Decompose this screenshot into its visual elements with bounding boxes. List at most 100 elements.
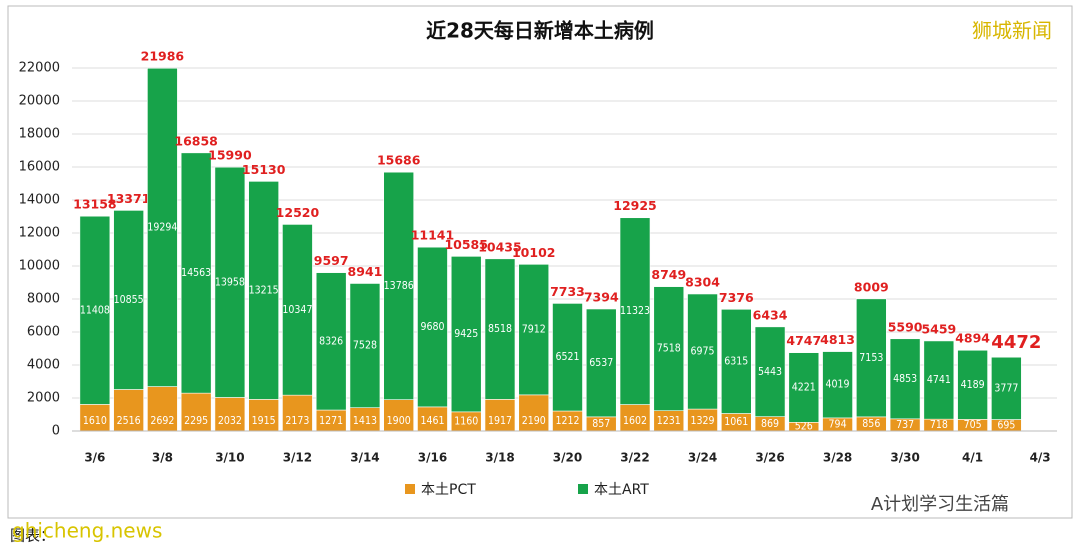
data-label: 856 [862,418,880,430]
total-label: 8941 [348,264,383,279]
y-tick-label: 0 [52,424,60,439]
watermark: A计划学习生活篇 [871,494,1009,515]
total-label: 8009 [854,279,889,294]
y-tick-label: 12000 [19,226,60,241]
data-label: 1160 [454,415,478,427]
x-tick-label: 4/3 [1030,451,1051,465]
data-label: 1602 [623,415,647,427]
bar-segment [282,394,313,432]
x-tick-label: 3/28 [823,451,852,465]
data-label: 705 [964,419,982,431]
bar-segment [856,298,887,418]
data-label: 2032 [218,415,242,427]
data-label: 1461 [420,415,444,427]
x-tick-label: 3/18 [485,451,514,465]
bar-segment [113,210,144,390]
watermark: ghicheng.news [12,519,162,543]
data-label: 4221 [792,381,816,393]
total-label: 21986 [141,49,185,64]
data-label: 1061 [724,416,748,428]
x-tick-label: 3/22 [620,451,649,465]
total-label: 15130 [242,162,286,177]
data-label: 4019 [826,379,850,391]
total-label: 15686 [377,153,421,168]
data-label: 14563 [181,267,211,279]
data-label: 869 [761,418,779,430]
y-tick-label: 8000 [27,292,60,307]
data-label: 1915 [252,415,276,427]
bar-segment [754,326,786,417]
bar-segment [214,397,246,432]
data-label: 13786 [384,280,414,292]
data-label: 13215 [249,284,279,296]
data-label: 2190 [522,415,546,427]
total-label: 8749 [651,267,686,282]
data-label: 7153 [859,352,883,364]
bar-segment [788,352,820,423]
total-label: 13158 [73,197,117,212]
data-label: 6315 [724,355,748,367]
data-label: 11408 [80,304,110,316]
caption: 图表： [10,527,55,545]
data-label: 1212 [555,415,579,427]
bar-segment [720,308,752,414]
data-label: 11323 [620,305,650,317]
x-tick-label: 3/16 [418,451,447,465]
data-label: 9425 [454,328,478,340]
data-label: 857 [592,418,610,430]
bar-segment [383,399,415,432]
data-label: 4853 [893,373,917,385]
bar-segment [687,293,718,410]
x-tick-label: 3/6 [84,451,105,465]
data-label: 794 [829,418,847,430]
y-tick-label: 2000 [27,391,60,406]
bar-segment [822,351,853,419]
total-label: 13371 [107,191,151,206]
data-label: 1413 [353,415,377,427]
bar-segment [180,392,212,432]
y-tick-label: 6000 [27,325,60,340]
total-label: 11141 [411,228,455,243]
y-tick-label: 14000 [19,193,60,208]
data-label: 1329 [691,415,715,427]
legend-label: 本土PCT [421,482,476,498]
bar-segment [248,181,279,400]
data-label: 13958 [215,276,245,288]
bar-segment [417,246,448,408]
data-label: 1610 [83,415,107,427]
data-label: 2295 [184,415,208,427]
bar-segment [147,67,178,387]
total-label: 10585 [444,237,488,252]
data-label: 19294 [147,221,177,233]
y-tick-label: 22000 [19,61,60,76]
bar-segment [923,340,955,420]
data-label: 10347 [282,304,312,316]
bar-segment [282,224,313,396]
bar-segment [315,272,347,411]
total-label: 9597 [314,253,349,268]
total-label: 10102 [512,245,556,260]
data-label: 6537 [589,357,613,369]
data-label: 4189 [961,379,985,391]
y-tick-label: 10000 [19,259,60,274]
bar-segment [113,389,144,432]
data-label: 526 [795,421,813,433]
watermark: 狮城新闻 [972,19,1052,43]
total-label: 5459 [921,321,956,336]
total-label: 4813 [820,332,855,347]
data-label: 2516 [117,415,141,427]
data-label: 737 [896,419,914,431]
bar-segment [248,399,279,432]
legend-swatch [405,484,415,494]
chart-title: 近28天每日新增本土病例 [426,19,654,43]
data-label: 9680 [420,321,444,333]
bar-segment [552,303,583,412]
data-label: 4741 [927,374,951,386]
total-label: 4472 [991,332,1041,353]
data-label: 6521 [555,351,579,363]
data-label: 8518 [488,323,512,335]
total-label: 4894 [955,331,990,346]
data-label: 1900 [387,415,411,427]
